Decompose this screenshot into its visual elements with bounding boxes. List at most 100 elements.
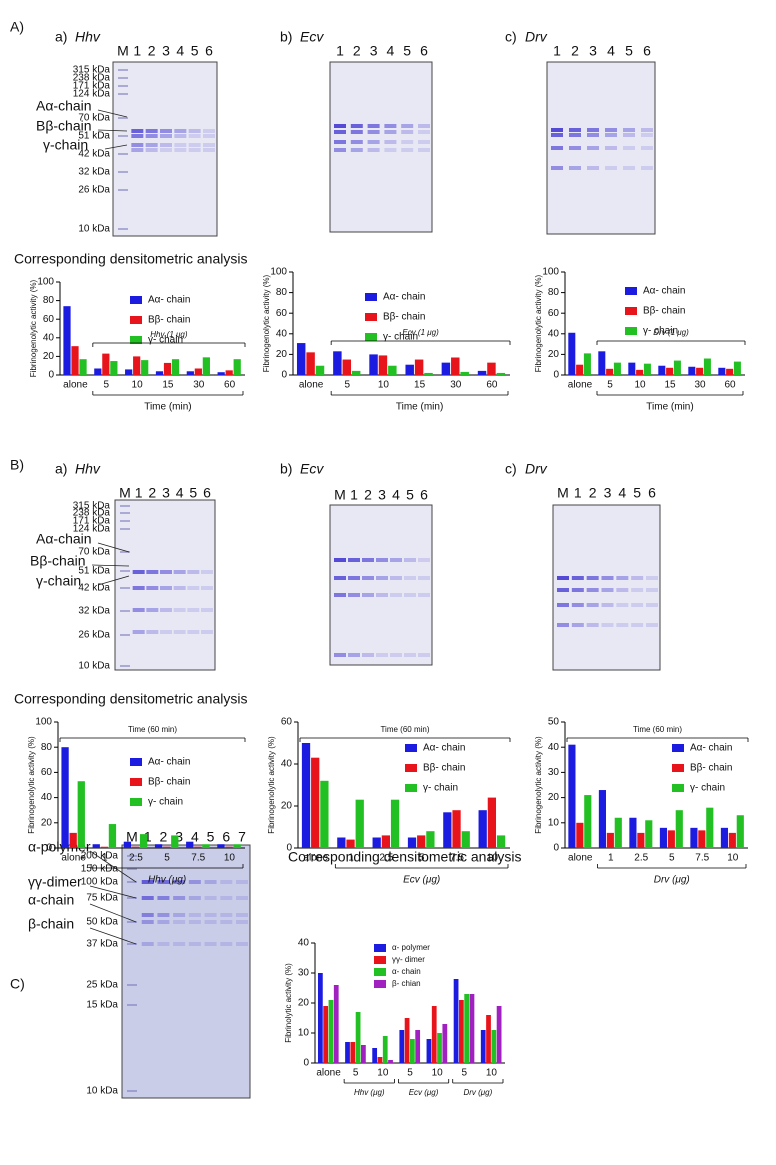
legend-label: Aα- chain: [148, 757, 190, 768]
gel-band: [569, 166, 581, 170]
gel-title: Ecv: [300, 461, 324, 477]
marker-label: 75 kDa: [86, 893, 118, 904]
chain-label: Aα-chain: [36, 531, 92, 547]
gel-band: [157, 942, 170, 946]
gel-band: [145, 134, 158, 138]
bar: [478, 810, 487, 848]
legend-swatch: [365, 333, 377, 341]
gel-band: [160, 608, 172, 612]
gel-band: [631, 603, 644, 607]
bar: [63, 306, 71, 375]
gel-band: [384, 148, 397, 152]
gel-band: [587, 133, 599, 137]
gel-band: [418, 653, 430, 657]
bar: [337, 837, 346, 848]
gel-band: [204, 920, 217, 924]
x-tick-label: 10: [634, 380, 646, 391]
gel-band: [404, 653, 416, 657]
bar: [407, 837, 417, 848]
bar: [688, 366, 696, 375]
bracket-label: Time (60 min): [128, 725, 177, 734]
gel-band: [131, 143, 144, 147]
x-tick-label: 7.5: [191, 853, 205, 864]
chain-pointer: [89, 903, 137, 923]
bar: [108, 824, 117, 848]
x-tick-label: 60: [486, 380, 498, 391]
bar: [350, 1042, 356, 1063]
lane-label: 2: [353, 43, 361, 59]
gel-band: [418, 148, 430, 152]
bar: [437, 1033, 442, 1063]
ladder-band: [118, 189, 128, 191]
gel-band: [418, 558, 430, 562]
gel-band: [188, 134, 201, 138]
panel-heading: B): [10, 457, 24, 473]
gel-band: [586, 623, 599, 627]
gel-label: c): [505, 461, 517, 477]
bar: [441, 362, 451, 375]
y-tick-label: 60: [548, 308, 560, 319]
gel-band: [551, 128, 563, 132]
legend-label: γ- chain: [383, 332, 418, 343]
marker-label: 25 kDa: [86, 980, 118, 991]
gel-band: [390, 576, 402, 580]
lane-label: M: [117, 43, 129, 59]
x-tick-label: 2.5: [634, 853, 648, 864]
lane-label: M: [119, 485, 131, 501]
bar: [390, 799, 400, 848]
legend-label: Bβ- chain: [423, 763, 465, 774]
bar: [186, 841, 194, 848]
gel-band: [173, 920, 186, 924]
y-tick-label: 40: [276, 328, 288, 339]
gel-band: [641, 166, 653, 170]
bar: [404, 1018, 410, 1063]
legend-label: Aα- chain: [148, 295, 190, 306]
y-tick-label: 20: [41, 817, 53, 828]
x-tick-label: 1: [348, 853, 354, 864]
bar: [728, 832, 736, 848]
legend-swatch: [365, 313, 377, 321]
x-tick-label: 10: [378, 380, 390, 391]
gel-band: [145, 148, 158, 152]
gel-label: c): [505, 29, 517, 45]
bar: [154, 844, 163, 848]
ladder-band: [120, 570, 130, 572]
bar: [133, 356, 141, 375]
lane-label: 6: [648, 485, 656, 501]
bracket-label: Time (60 min): [380, 725, 429, 734]
marker-label: 124 kDa: [73, 524, 111, 535]
gel-band: [376, 593, 388, 597]
gel-band: [616, 603, 629, 607]
gel-band: [401, 124, 414, 128]
y-tick-label: 80: [43, 295, 55, 306]
bar: [487, 797, 497, 848]
gel-title: Drv: [525, 461, 548, 477]
legend-label: Bβ- chain: [148, 315, 190, 326]
chain-label: Aα-chain: [36, 98, 92, 114]
gel-label: b): [280, 461, 292, 477]
y-tick-label: 60: [281, 717, 293, 728]
gel-band: [367, 148, 380, 152]
legend-swatch: [672, 784, 684, 792]
gel-band: [160, 129, 172, 133]
gel-band: [187, 630, 200, 634]
bar: [323, 1006, 329, 1063]
gel-band: [418, 140, 430, 144]
bar: [690, 827, 698, 848]
gel-band: [236, 913, 248, 917]
ladder-band: [127, 921, 137, 923]
gel-band: [605, 166, 617, 170]
bar: [328, 1000, 334, 1063]
bracket-label: Hhv (1 μg): [150, 330, 188, 339]
gel-image: [329, 61, 433, 233]
bar: [233, 844, 241, 848]
marker-label: 238 kDa: [73, 508, 111, 519]
gel-band: [220, 942, 233, 946]
legend-swatch: [405, 744, 417, 752]
y-axis-label: Fibrinogenolytic activity (%): [267, 736, 276, 834]
marker-label: 32 kDa: [78, 606, 110, 617]
gel-band: [601, 603, 614, 607]
gel-band: [390, 653, 402, 657]
bracket-label: Ecv (1 μg): [402, 328, 439, 337]
bar: [123, 841, 132, 848]
